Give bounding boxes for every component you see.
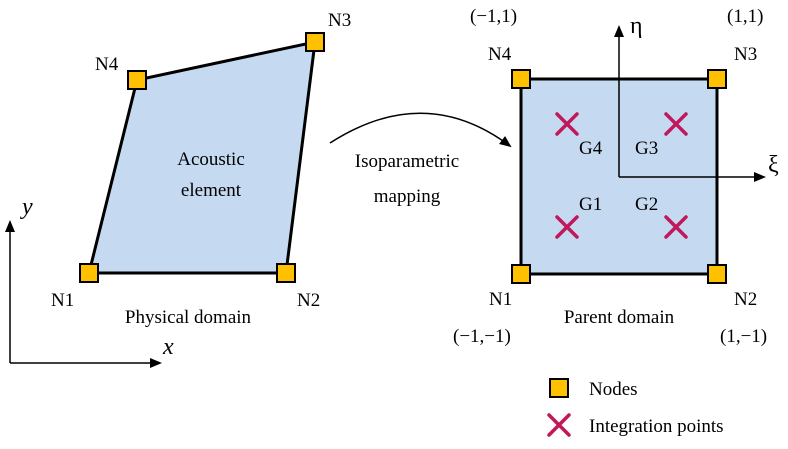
physical-node-n2 <box>276 263 296 283</box>
parent-nodes <box>511 69 727 284</box>
physical-node-label-n4: N4 <box>95 54 119 75</box>
physical-domain-label: Physical domain <box>125 307 252 328</box>
physical-element-label-line2: element <box>181 180 242 201</box>
mapping-label-line2: mapping <box>374 186 441 207</box>
gauss-label-g4: G4 <box>579 138 603 159</box>
physical-x-label: x <box>162 334 174 360</box>
parent-coord-n1: (−1,−1) <box>453 326 511 347</box>
gauss-point-g4 <box>555 112 579 136</box>
physical-axes: y x <box>4 194 174 368</box>
parent-node-label-n3: N3 <box>734 44 757 65</box>
legend: Nodes Integration points <box>547 378 724 437</box>
physical-node-n4 <box>127 70 147 90</box>
gauss-label-g2: G2 <box>635 194 658 215</box>
parent-xi-label: ξ <box>768 152 779 178</box>
physical-node-label-n3: N3 <box>328 10 351 31</box>
physical-element-label-line1: Acoustic <box>177 149 245 170</box>
gauss-point-g2 <box>664 215 688 239</box>
parent-node-n2 <box>707 264 727 284</box>
parent-node-n4 <box>511 69 531 89</box>
physical-y-label: y <box>20 194 33 220</box>
physical-node-n3 <box>305 32 325 52</box>
gauss-point-g1 <box>555 215 579 239</box>
legend-node-swatch <box>549 378 569 398</box>
physical-node-label-n1: N1 <box>51 290 74 311</box>
parent-node-label-n2: N2 <box>734 289 757 310</box>
mapping-arrow <box>329 112 512 148</box>
physical-node-n1 <box>79 263 99 283</box>
legend-nodes-label: Nodes <box>589 379 638 400</box>
parent-node-n3 <box>707 69 727 89</box>
legend-integration-mark <box>547 413 571 437</box>
gauss-points <box>555 112 688 239</box>
parent-node-label-n4: N4 <box>488 44 512 65</box>
gauss-point-g3 <box>664 112 688 136</box>
parent-coord-n2: (1,−1) <box>720 326 767 347</box>
parent-coord-n4: (−1,1) <box>470 6 517 27</box>
gauss-label-g1: G1 <box>579 194 602 215</box>
legend-integration-label: Integration points <box>589 416 724 437</box>
parent-eta-label: η <box>630 13 643 39</box>
parent-domain-label: Parent domain <box>564 307 675 328</box>
parent-node-n1 <box>511 264 531 284</box>
parent-axes: η ξ <box>614 13 779 182</box>
physical-node-label-n2: N2 <box>297 290 320 311</box>
parent-coord-n3: (1,1) <box>727 6 763 27</box>
mapping-label-line1: Isoparametric <box>355 151 459 172</box>
physical-nodes <box>79 32 325 283</box>
gauss-label-g3: G3 <box>635 138 658 159</box>
parent-node-label-n1: N1 <box>489 289 512 310</box>
